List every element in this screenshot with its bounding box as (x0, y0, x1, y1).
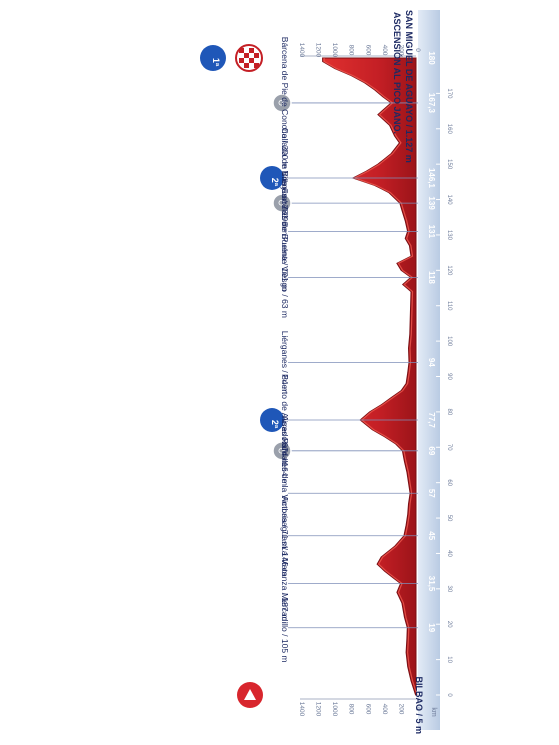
sprint-icon (272, 193, 292, 213)
km-tick-label: 70 (446, 444, 452, 451)
km-tick-label: 80 (446, 409, 452, 416)
finish-flag-square (244, 53, 249, 58)
km-marker-label: 69 (427, 446, 436, 455)
elevation-tick-label-top: 200 (397, 45, 404, 56)
finish-flag-square (239, 48, 244, 53)
elevation-tick-label-bottom: 800 (348, 704, 355, 715)
climb-icon (200, 45, 226, 71)
km-marker-label: 45 (427, 531, 436, 540)
sprint-icon (272, 93, 292, 113)
km-tick-label: 40 (446, 550, 452, 557)
finish-flag-square (254, 53, 259, 58)
waypoint-label: La Matanza / 187 m (280, 546, 290, 621)
waypoint-label: Collada de Brenes / 761 m (280, 128, 290, 229)
elevation-profile-area (322, 57, 417, 696)
km-tick-label: 0 (446, 693, 452, 697)
elevation-tick-label-top: 1200 (315, 43, 322, 58)
km-tick-label: 10 (446, 656, 452, 663)
km-marker-label: 131 (427, 225, 436, 239)
waypoint-label: Arredondo / 164 m (280, 416, 290, 486)
elevation-tick-label-top: 800 (348, 45, 355, 56)
km-tick-label: 140 (446, 195, 452, 206)
start-icon-triangle (244, 689, 256, 700)
waypoint-label: Ramales de la Victoria / 71 m (280, 438, 290, 549)
waypoint-label: Villayuso / 196 m (280, 171, 290, 236)
climb-icon (260, 165, 284, 190)
elevation-tick-label-top: 600 (364, 45, 371, 56)
waypoint-label: Los Corrales de Buelna / 101 m (280, 172, 290, 292)
sprint-icon-glyph: ⟳ (278, 198, 286, 208)
km-tick-label: 130 (446, 230, 452, 241)
waypoint-label: Puerto de Alisas / 674 m (280, 374, 290, 466)
km-marker-label: 94 (427, 358, 436, 367)
km-tick-label: 150 (446, 159, 452, 170)
waypoint-label: Bárcena de Pie de Concha / 300 m (280, 37, 290, 169)
elevation-tick-label-bottom: 200 (397, 704, 404, 715)
km-marker-label: 77,7 (427, 412, 436, 428)
elevation-tick-label-bottom: 1400 (298, 702, 305, 717)
sprint-icon-glyph: ⟳ (278, 98, 286, 108)
km-tick-label: 90 (446, 373, 452, 380)
km-marker-label: 19 (427, 623, 436, 632)
waypoint-label: Ambasaguas / 146 m (280, 496, 290, 576)
km-tick-label: 120 (446, 265, 452, 276)
elevation-tick-label-top: 1000 (331, 43, 338, 58)
elevation-tick-label-bottom: 1000 (331, 702, 338, 717)
elevation-tick-label-bottom: 600 (364, 704, 371, 715)
km-tick-label: 170 (446, 88, 452, 99)
elevation-tick-label-bottom: 400 (381, 704, 388, 715)
km-marker-label: 146,1 (427, 168, 436, 189)
km-tick-label: 60 (446, 479, 452, 486)
chart-title: ASCENSIÓN AL PICO JANO. (392, 12, 403, 134)
elevation-tick-label-bottom: 0 (414, 707, 421, 711)
km-tick-label: 160 (446, 124, 452, 135)
sprint-icon (272, 441, 292, 461)
climb-category-label: 2ª (270, 420, 280, 429)
elevation-tick-label-top: 0 (414, 48, 421, 52)
km-marker-label: 180 (427, 51, 436, 65)
km-marker-label: 57 (427, 489, 436, 498)
elevation-tick-label-bottom: 1200 (315, 702, 322, 717)
waypoint-label: Mercadillo / 105 m (280, 593, 290, 662)
climb-icon (260, 408, 284, 433)
sprint-icon-glyph: ⟳ (278, 446, 286, 456)
km-marker-label: 31,5 (427, 576, 436, 592)
finish-flag-square (244, 63, 249, 68)
km-tick-label: 100 (446, 336, 452, 347)
start-label: BILBAO / 5 m (414, 676, 424, 734)
km-tick-label: 20 (446, 621, 452, 628)
km-marker-label: 167,3 (427, 93, 436, 114)
km-tick-label: 110 (446, 301, 452, 311)
finish-flag-square (249, 48, 254, 53)
climb-category-label: 2ª (270, 178, 280, 187)
km-tick-label: 50 (446, 515, 452, 522)
waypoint-label: Liérganes / 84 m (280, 331, 290, 394)
elevation-tick-label-top: 400 (381, 45, 388, 56)
finish-flag-square (254, 63, 259, 68)
km-axis-band (418, 10, 440, 730)
climb-category-label: 1ª (211, 58, 221, 67)
x-axis-label: km (430, 707, 437, 717)
km-marker-label: 139 (427, 196, 436, 210)
finish-flag-square (249, 58, 254, 63)
km-tick-label: 30 (446, 585, 452, 592)
finish-label: SAN MIGUEL DE AGUAYO / 1.127 m (404, 10, 414, 163)
finish-flag-square (239, 58, 244, 63)
waypoint-label: Puente Viesgo / 63 m (280, 237, 290, 318)
elevation-tick-label-top: 1400 (298, 43, 305, 58)
km-marker-label: 118 (427, 271, 436, 284)
